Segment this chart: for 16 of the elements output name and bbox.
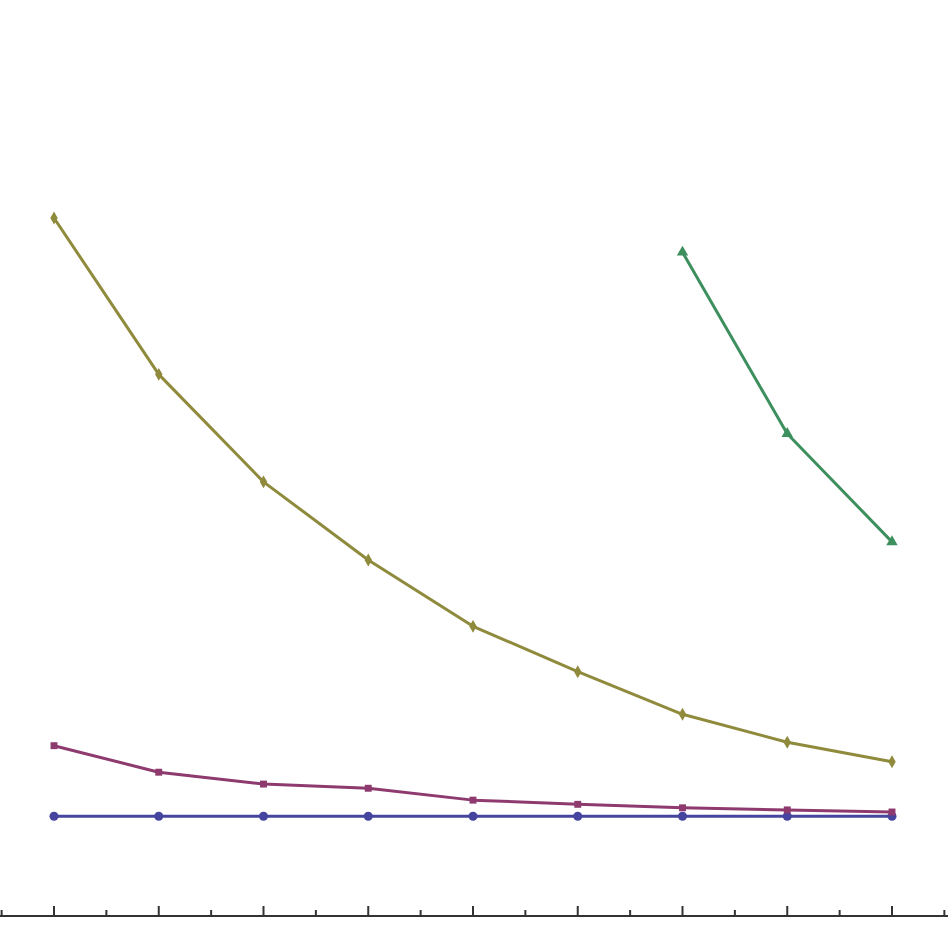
point: [154, 811, 164, 821]
point: [574, 800, 582, 808]
point: [781, 427, 793, 437]
point: [468, 811, 478, 821]
point: [363, 811, 373, 821]
point: [258, 811, 269, 821]
point: [49, 811, 59, 821]
point: [679, 804, 686, 812]
point: [364, 784, 372, 792]
point: [676, 245, 689, 256]
point: [783, 806, 791, 814]
point: [260, 780, 267, 788]
point: [573, 811, 583, 821]
point: [155, 768, 163, 776]
point: [677, 811, 688, 821]
point: [886, 535, 898, 546]
